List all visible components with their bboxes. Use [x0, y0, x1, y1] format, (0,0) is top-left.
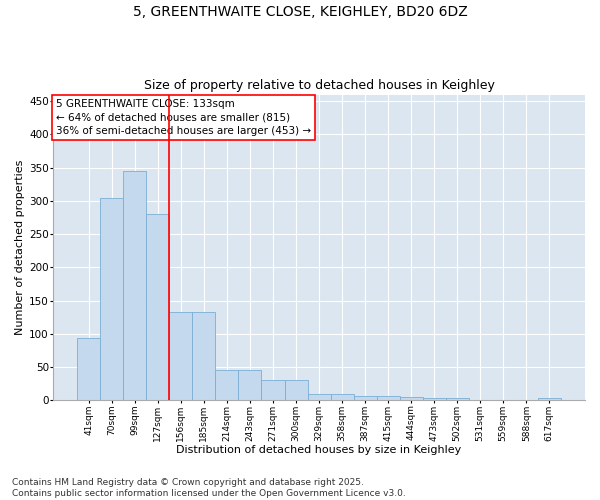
Bar	[284, 380, 308, 400]
Bar	[215, 370, 238, 400]
Bar	[77, 338, 100, 400]
Bar	[377, 396, 400, 400]
Bar	[146, 214, 169, 400]
Bar	[422, 398, 446, 400]
Bar	[124, 171, 146, 400]
Text: 5, GREENTHWAITE CLOSE, KEIGHLEY, BD20 6DZ: 5, GREENTHWAITE CLOSE, KEIGHLEY, BD20 6D…	[133, 5, 467, 19]
Text: Contains HM Land Registry data © Crown copyright and database right 2025.
Contai: Contains HM Land Registry data © Crown c…	[12, 478, 406, 498]
Bar	[238, 370, 262, 400]
Bar	[308, 394, 331, 400]
Bar	[331, 394, 353, 400]
Bar	[446, 398, 469, 400]
Bar	[353, 396, 377, 400]
Bar	[193, 312, 215, 400]
Bar	[100, 198, 124, 400]
X-axis label: Distribution of detached houses by size in Keighley: Distribution of detached houses by size …	[176, 445, 461, 455]
Bar	[400, 397, 422, 400]
Y-axis label: Number of detached properties: Number of detached properties	[15, 160, 25, 335]
Bar	[538, 398, 561, 400]
Text: 5 GREENTHWAITE CLOSE: 133sqm
← 64% of detached houses are smaller (815)
36% of s: 5 GREENTHWAITE CLOSE: 133sqm ← 64% of de…	[56, 99, 311, 136]
Title: Size of property relative to detached houses in Keighley: Size of property relative to detached ho…	[143, 79, 494, 92]
Bar	[262, 380, 284, 400]
Bar	[169, 312, 193, 400]
